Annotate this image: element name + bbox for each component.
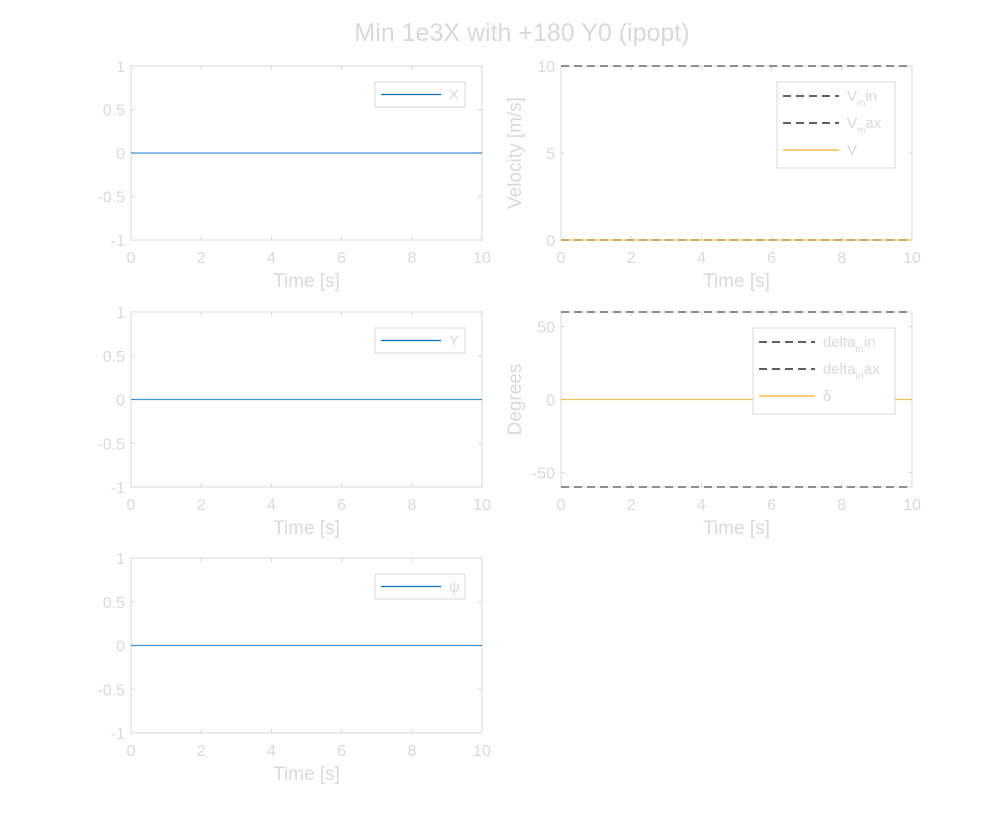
legend-label-subscript: m — [857, 98, 865, 109]
legend-label-part: δ — [823, 388, 831, 405]
y-tick-label: -0.5 — [97, 436, 125, 453]
y-tick-label: 0 — [546, 233, 555, 250]
y-tick-label: 1 — [116, 305, 125, 322]
legend-label-part: ψ — [449, 579, 460, 596]
subplot-psi: 0 2 4 6 8 10 -1 -0.5 0 0.5 1 Time [s] ψ — [97, 551, 491, 785]
y-tick-label: 0.5 — [103, 103, 125, 120]
legend-label: ψ — [449, 579, 460, 596]
legend-label-part: V — [847, 142, 857, 159]
x-tick-label: 2 — [197, 497, 206, 514]
y-tick-label: -50 — [532, 465, 555, 482]
y-tick-label: 0 — [546, 393, 555, 410]
x-axis-label: Time [s] — [273, 518, 340, 539]
legend-label: Vmin — [847, 88, 877, 109]
y-axis-label: Velocity [m/s] — [505, 97, 526, 209]
legend-label-part: in — [865, 88, 877, 105]
legend: Y — [374, 327, 466, 354]
x-tick-label: 4 — [267, 497, 276, 514]
x-tick-label: 10 — [903, 250, 921, 267]
legend-label-part: delta — [823, 334, 856, 351]
x-tick-label: 2 — [627, 250, 636, 267]
y-tick-label: 1 — [116, 551, 125, 568]
legend-label: deltamax — [823, 361, 880, 382]
legend-label-subscript: m — [856, 371, 864, 382]
legend-label: Vmax — [847, 115, 882, 136]
x-tick-label: 0 — [127, 497, 136, 514]
legend-label: δ — [823, 388, 831, 405]
x-tick-label: 10 — [473, 497, 491, 514]
y-tick-label: 0.5 — [103, 595, 125, 612]
x-tick-label: 10 — [473, 743, 491, 760]
x-axis-label: Time [s] — [703, 518, 770, 539]
subplot-x: 0 2 4 6 8 10 -1 -0.5 0 0.5 1 Time [s] X — [97, 59, 491, 292]
y-axis-label: Degrees — [505, 364, 526, 436]
x-tick-label: 8 — [407, 497, 416, 514]
x-tick-label: 0 — [557, 497, 566, 514]
x-tick-label: 10 — [903, 497, 921, 514]
legend-label: V — [847, 142, 857, 159]
y-tick-label: 10 — [537, 59, 555, 76]
legend-label: X — [449, 87, 459, 104]
subplot-y: 0 2 4 6 8 10 -1 -0.5 0 0.5 1 Time [s] Y — [97, 305, 491, 539]
x-tick-label: 0 — [557, 250, 566, 267]
y-tick-label: 0 — [116, 639, 125, 656]
x-axis-label: Time [s] — [273, 764, 340, 785]
y-tick-label: -1 — [111, 233, 125, 250]
x-tick-label: 4 — [697, 250, 706, 267]
x-tick-label: 6 — [337, 497, 346, 514]
x-tick-label: 8 — [837, 250, 846, 267]
x-tick-label: 0 — [127, 250, 136, 267]
legend-label: deltamin — [823, 334, 876, 355]
x-tick-label: 8 — [407, 250, 416, 267]
y-tick-label: -1 — [111, 480, 125, 497]
x-tick-label: 4 — [267, 250, 276, 267]
legend: ψ — [374, 573, 466, 600]
legend-label-part: X — [449, 87, 459, 104]
x-tick-label: 6 — [767, 250, 776, 267]
y-tick-label: 0 — [116, 146, 125, 163]
x-tick-label: 6 — [767, 497, 776, 514]
y-tick-label: -0.5 — [97, 190, 125, 207]
x-axis-label: Time [s] — [703, 271, 770, 292]
x-tick-label: 10 — [473, 250, 491, 267]
legend-label-part: Y — [449, 333, 459, 350]
legend-label: Y — [449, 333, 459, 350]
x-tick-label: 4 — [267, 743, 276, 760]
y-tick-label: 50 — [537, 320, 555, 337]
legend-label-subscript: m — [857, 125, 865, 136]
y-tick-label: 1 — [116, 59, 125, 76]
y-tick-label: 5 — [546, 146, 555, 163]
legend-label-part: delta — [823, 361, 856, 378]
x-tick-label: 8 — [837, 497, 846, 514]
legend-label-part: ax — [864, 361, 880, 378]
x-tick-label: 6 — [337, 250, 346, 267]
x-tick-label: 6 — [337, 743, 346, 760]
x-tick-label: 0 — [127, 743, 136, 760]
x-tick-label: 2 — [197, 743, 206, 760]
figure-title: Min 1e3X with +180 Y0 (ipopt) — [354, 19, 689, 47]
y-tick-label: -1 — [111, 726, 125, 743]
legend-label-part: V — [847, 88, 857, 105]
x-tick-label: 2 — [197, 250, 206, 267]
y-tick-label: 0.5 — [103, 349, 125, 366]
legend-label-part: V — [847, 115, 857, 132]
x-axis-label: Time [s] — [273, 271, 340, 292]
legend-label-part: in — [864, 334, 876, 351]
legend-label-part: ax — [865, 115, 881, 132]
legend: X — [374, 81, 466, 108]
y-tick-label: 0 — [116, 393, 125, 410]
x-tick-label: 8 — [407, 743, 416, 760]
legend-box — [374, 81, 466, 108]
legend-label-subscript: m — [856, 344, 864, 355]
x-tick-label: 4 — [697, 497, 706, 514]
y-tick-label: -0.5 — [97, 682, 125, 699]
x-tick-label: 2 — [627, 497, 636, 514]
